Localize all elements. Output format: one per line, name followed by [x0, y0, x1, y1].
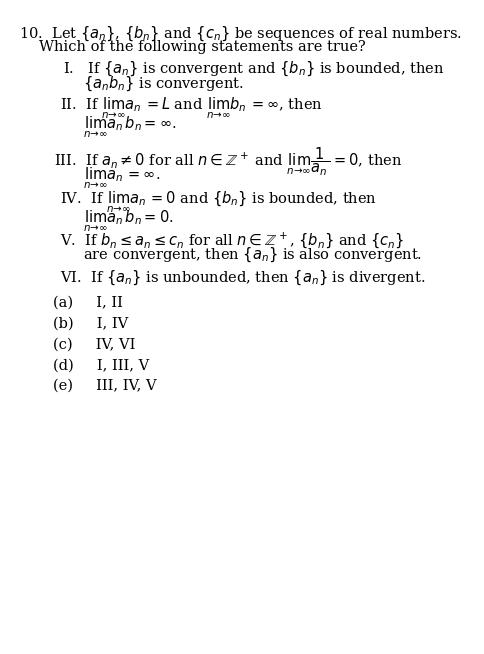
Text: (a)     I, II: (a) I, II	[53, 296, 123, 310]
Text: II.  If $\lim_{n\to\infty} a_n = L$ and $\lim_{n\to\infty} b_n = \infty$, then: II. If $\lim_{n\to\infty} a_n = L$ and $…	[60, 96, 323, 121]
Text: (c)     IV, VI: (c) IV, VI	[53, 337, 136, 351]
Text: $\lim_{n\to\infty} a_nb_n = 0$.: $\lim_{n\to\infty} a_nb_n = 0$.	[83, 209, 173, 233]
Text: Which of the following statements are true?: Which of the following statements are tr…	[39, 41, 366, 54]
Text: (b)     I, IV: (b) I, IV	[53, 317, 128, 330]
Text: I.   If $\{a_n\}$ is convergent and $\{b_n\}$ is bounded, then: I. If $\{a_n\}$ is convergent and $\{b_n…	[63, 60, 444, 78]
Text: IV.  If $\lim_{n\to\infty} a_n = 0$ and $\{b_n\}$ is bounded, then: IV. If $\lim_{n\to\infty} a_n = 0$ and $…	[60, 190, 377, 215]
Text: 10.  Let $\{a_n\}$, $\{b_n\}$ and $\{c_n\}$ be sequences of real numbers.: 10. Let $\{a_n\}$, $\{b_n\}$ and $\{c_n\…	[19, 24, 462, 43]
Text: $\lim_{n\to\infty} a_n = \infty$.: $\lim_{n\to\infty} a_n = \infty$.	[83, 165, 160, 190]
Text: $\{a_nb_n\}$ is convergent.: $\{a_nb_n\}$ is convergent.	[83, 75, 244, 93]
Text: $\lim_{n\to\infty} a_nb_n = \infty$.: $\lim_{n\to\infty} a_nb_n = \infty$.	[83, 115, 176, 141]
Text: V.  If $b_n \leq a_n \leq c_n$ for all $n \in \mathbb{Z}^+$, $\{b_n\}$ and $\{c_: V. If $b_n \leq a_n \leq c_n$ for all $n…	[60, 231, 404, 250]
Text: VI.  If $\{a_n\}$ is unbounded, then $\{a_n\}$ is divergent.: VI. If $\{a_n\}$ is unbounded, then $\{a…	[60, 268, 425, 287]
Text: (d)     I, III, V: (d) I, III, V	[53, 358, 149, 372]
Text: (e)     III, IV, V: (e) III, IV, V	[53, 379, 156, 393]
Text: III.  If $a_n \neq 0$ for all $n \in \mathbb{Z}^+$ and $\lim_{n\to\infty} \dfrac: III. If $a_n \neq 0$ for all $n \in \mat…	[54, 146, 402, 179]
Text: are convergent, then $\{a_n\}$ is also convergent.: are convergent, then $\{a_n\}$ is also c…	[83, 246, 422, 264]
